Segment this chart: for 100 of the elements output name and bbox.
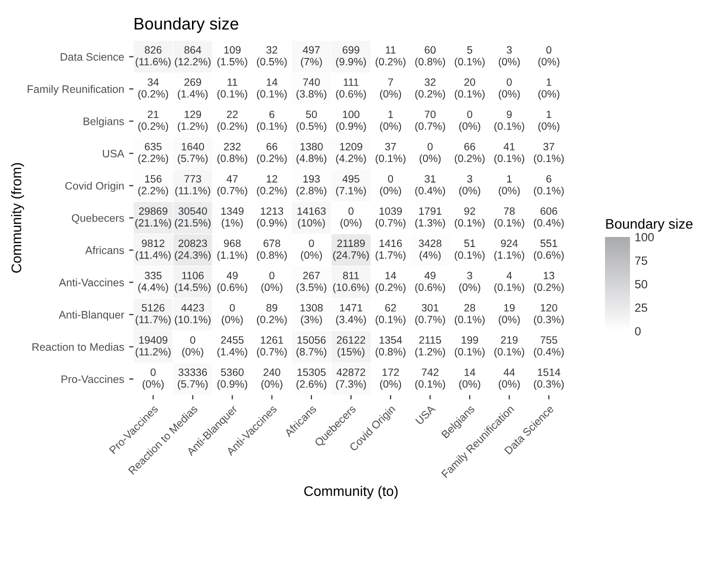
data-label: 0 (0%) — [380, 175, 402, 196]
data-label: 193 (2.8%) — [296, 175, 326, 196]
data-label: 755 (0.4%) — [534, 336, 564, 358]
data-label: 335 (4.4%) — [138, 272, 168, 294]
color-bar-label: 25 — [635, 304, 648, 312]
data-label: 28 (0.1%) — [454, 304, 485, 326]
data-label: 51 (0.1%) — [454, 240, 485, 261]
data-label: 1209 (4.2%) — [336, 142, 366, 164]
data-label: 1308 (3%) — [300, 304, 323, 326]
data-label: 4423 (10.1%) — [174, 304, 211, 326]
data-label: 19 (0%) — [498, 304, 520, 326]
data-label: 111 (0.6%) — [336, 78, 366, 100]
data-label: 1791 (1.3%) — [415, 207, 446, 229]
data-label: 14 (0.2%) — [376, 272, 406, 294]
color-bar-title: Boundary size — [606, 218, 693, 232]
data-label: 66 (0.2%) — [256, 142, 287, 164]
y-tick-label: Anti-Blanquer — [58, 310, 124, 321]
color-bar-label: 50 — [635, 280, 648, 288]
data-label: 1 (0%) — [498, 175, 520, 196]
data-label: 1 (0%) — [538, 110, 560, 132]
data-label: 1471 (3.4%) — [336, 304, 366, 326]
data-label: 3 (0%) — [459, 272, 480, 294]
y-tick-label: Belgians — [84, 117, 124, 128]
data-label: 826 (11.6%) — [136, 46, 171, 68]
data-label: 864 (12.2%) — [174, 46, 211, 68]
x-tick-label: USA — [415, 404, 436, 425]
data-label: 1039 (0.7%) — [376, 207, 406, 229]
data-label: 924 (1.1%) — [494, 240, 524, 261]
data-label: 699 (9.9%) — [336, 46, 366, 68]
data-label: 49 (0.6%) — [415, 272, 446, 294]
data-label: 2455 (1.4%) — [217, 336, 248, 358]
data-label: 7 (0%) — [380, 78, 402, 100]
y-tick-label: Anti-Vaccines — [58, 278, 124, 286]
data-label: 1 (0%) — [380, 110, 402, 132]
data-label: 47 (0.7%) — [217, 175, 248, 196]
data-label: 606 (0.4%) — [534, 207, 564, 229]
data-label: 62 (0.1%) — [376, 304, 406, 326]
data-label: 70 (0.7%) — [415, 110, 446, 132]
data-label: 21 (0.2%) — [138, 110, 168, 132]
data-label: 44 (0%) — [498, 368, 520, 390]
data-label: 14 (0.1%) — [256, 78, 287, 100]
color-bar-label: 100 — [635, 233, 654, 242]
data-label: 20 (0.1%) — [454, 78, 485, 100]
data-label: 5 (0.1%) — [454, 46, 485, 68]
data-label: 0 (0%) — [182, 336, 204, 358]
y-tick-label: Data Science — [60, 52, 124, 61]
data-label: 100 (0.9%) — [336, 110, 366, 132]
data-label: 60 (0.8%) — [415, 46, 446, 68]
data-label: 301 (0.7%) — [415, 304, 446, 326]
y-tick-label: Africans — [85, 246, 124, 254]
y-tick-label: Family Reunification — [28, 84, 124, 96]
data-label: 968 (1.1%) — [217, 240, 248, 261]
data-label: 773 (11.1%) — [175, 175, 210, 196]
data-label: 1213 (0.9%) — [256, 207, 287, 229]
data-label: 15056 (8.7%) — [296, 336, 326, 358]
data-label: 26122 (15%) — [336, 336, 366, 358]
data-label: 551 (0.6%) — [534, 240, 564, 261]
x-axis-title: Community (to) — [304, 486, 398, 499]
data-label: 14 (0%) — [459, 368, 480, 390]
data-label: 742 (0.1%) — [415, 368, 446, 390]
data-label: 5126 (11.7%) — [136, 304, 171, 326]
data-label: 1514 (0.3%) — [534, 368, 564, 390]
data-label: 0 (0%) — [300, 240, 322, 261]
data-label: 109 (1.5%) — [217, 46, 248, 68]
y-axis-title: Community (from) — [11, 163, 24, 273]
data-label: 31 (0.4%) — [415, 175, 446, 196]
data-label: 34 (0.2%) — [138, 78, 168, 100]
data-label: 6 (0.1%) — [534, 175, 564, 196]
data-label: 1640 (5.7%) — [178, 142, 208, 164]
data-label: 497 (7%) — [300, 46, 322, 68]
data-label: 33336 (5.7%) — [178, 368, 208, 390]
data-label: 32 (0.5%) — [256, 46, 287, 68]
data-label: 0 (0%) — [261, 272, 282, 294]
data-label: 1416 (1.7%) — [376, 240, 406, 261]
data-label: 1261 (0.7%) — [256, 336, 287, 358]
data-label: 3428 (4%) — [418, 240, 442, 261]
data-label: 156 (2.2%) — [138, 175, 168, 196]
data-label: 9812 (11.4%) — [136, 240, 171, 261]
y-tick-label: Pro-Vaccines — [62, 375, 124, 384]
data-label: 11 (0.1%) — [217, 78, 248, 100]
data-label: 13 (0.2%) — [534, 272, 564, 294]
data-label: 0 (0%) — [222, 304, 243, 326]
data-label: 0 (0%) — [142, 368, 164, 390]
data-label: 66 (0.2%) — [454, 142, 485, 164]
data-label: 1349 (1%) — [221, 207, 244, 229]
y-tick-label: Reaction to Medias — [32, 342, 124, 351]
data-label: 199 (0.1%) — [454, 336, 485, 358]
color-bar-label: 75 — [635, 256, 648, 265]
data-label: 32 (0.2%) — [415, 78, 446, 100]
data-label: 4 (0.1%) — [494, 272, 524, 294]
data-label: 20823 (24.3%) — [174, 240, 211, 261]
data-label: 232 (0.8%) — [217, 142, 248, 164]
color-bar-label: 0 — [635, 327, 641, 336]
data-label: 50 (0.5%) — [296, 110, 326, 132]
data-label: 9 (0.1%) — [494, 110, 524, 132]
data-label: 14163 (10%) — [298, 207, 326, 229]
data-label: 1354 (0.8%) — [376, 336, 406, 358]
data-label: 1380 (4.8%) — [296, 142, 326, 164]
chart-title: Boundary size — [134, 17, 238, 33]
data-label: 15305 (2.6%) — [296, 368, 326, 390]
